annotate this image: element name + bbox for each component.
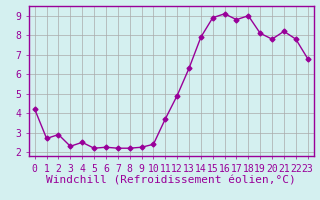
- X-axis label: Windchill (Refroidissement éolien,°C): Windchill (Refroidissement éolien,°C): [46, 175, 296, 185]
